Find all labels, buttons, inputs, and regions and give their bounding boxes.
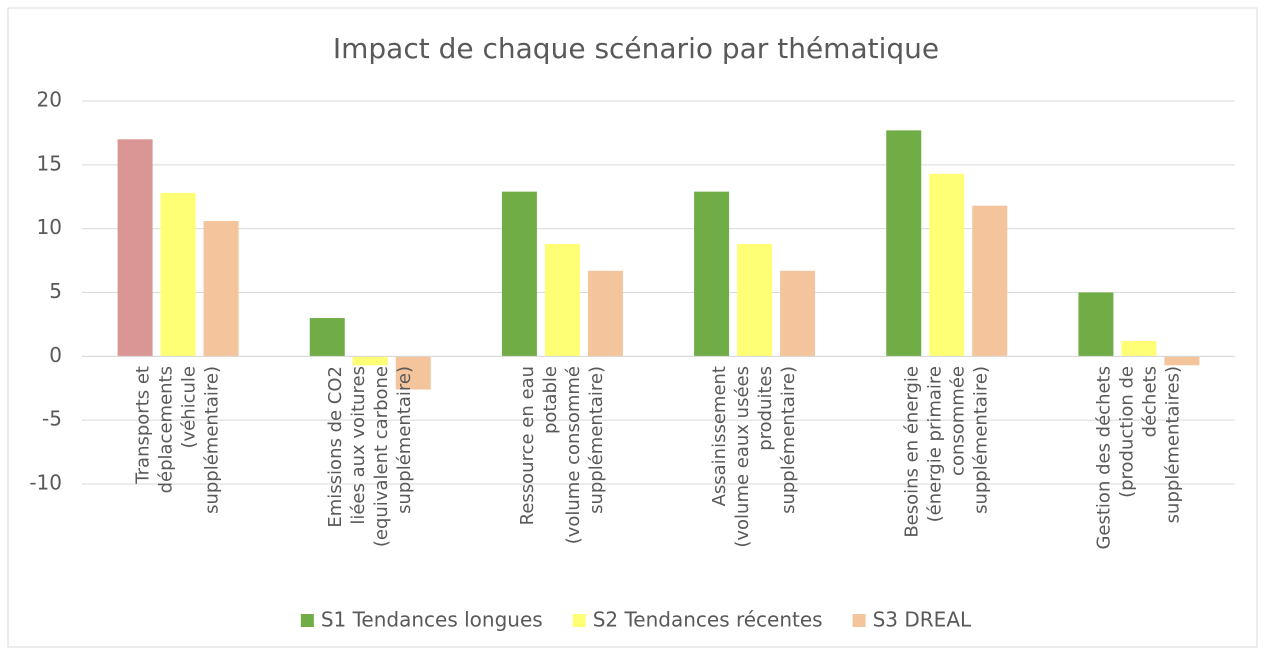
bar <box>929 173 965 357</box>
x-tick-label: supplémentaire) <box>970 366 991 514</box>
x-tick-label: déplacements <box>156 366 177 493</box>
y-tick-label: 20 <box>37 88 62 112</box>
x-tick-label: produites <box>755 366 776 451</box>
x-tick-label: (equivalent carbone <box>371 366 392 547</box>
legend-swatch <box>572 614 586 627</box>
bar <box>544 243 580 357</box>
y-tick-label: 5 <box>49 279 62 303</box>
bar <box>972 205 1008 357</box>
legend-label: S1 Tendances longues <box>321 608 543 632</box>
legend-label: S2 Tendances récentes <box>593 608 823 632</box>
x-tick-label: Gestion des déchets <box>1093 366 1114 550</box>
legend-swatch <box>300 614 314 627</box>
x-tick-label: (production de <box>1116 366 1137 498</box>
chart-title: Impact de chaque scénario par thématique <box>333 32 939 65</box>
x-tick-label: consommée <box>947 366 968 476</box>
bar <box>780 270 816 357</box>
bar <box>309 318 345 357</box>
x-tick-label: déchets <box>1139 366 1160 437</box>
bar <box>117 139 153 357</box>
bar <box>1164 356 1200 366</box>
bar <box>160 192 196 357</box>
bar <box>1121 341 1157 357</box>
x-tick-label: Assainissement <box>709 366 730 506</box>
x-tick-label: supplémentaire) <box>778 366 799 514</box>
bar <box>395 356 431 390</box>
x-tick-label: (volume consommé <box>563 366 584 544</box>
legend-swatch <box>852 614 866 627</box>
x-tick-label: potable <box>540 366 561 434</box>
bar <box>1078 292 1114 357</box>
bar <box>886 130 922 357</box>
x-tick-label: (volume eaux usées <box>732 366 753 548</box>
x-tick-label: Ressource en eau <box>517 366 538 525</box>
bar <box>352 356 388 366</box>
x-tick-label: Transports et <box>133 366 154 485</box>
y-tick-label: 0 <box>49 343 62 367</box>
y-tick-label: -10 <box>29 471 62 495</box>
bar <box>737 243 773 357</box>
x-tick-label: supplémentaire) <box>202 366 223 514</box>
y-tick-label: 15 <box>37 151 62 175</box>
x-tick-label: Emissions de CO2 <box>325 366 346 528</box>
x-tick-label: supplémentaire) <box>394 366 415 514</box>
x-tick-label: Besoins en énergie <box>901 366 922 538</box>
bar <box>587 270 623 357</box>
y-tick-label: -5 <box>42 407 62 431</box>
x-tick-label: (véhicule <box>179 366 200 449</box>
bar <box>501 191 537 357</box>
x-tick-label: liées aux voitures <box>348 366 369 525</box>
y-tick-label: 10 <box>37 215 62 239</box>
bar <box>203 221 239 357</box>
legend-label: S3 DREAL <box>873 608 972 632</box>
bar <box>694 191 730 357</box>
x-tick-label: (énergie primaire <box>924 366 945 522</box>
x-tick-label: supplémentaires) <box>1162 366 1183 523</box>
x-tick-label: supplémentaire) <box>586 366 607 514</box>
